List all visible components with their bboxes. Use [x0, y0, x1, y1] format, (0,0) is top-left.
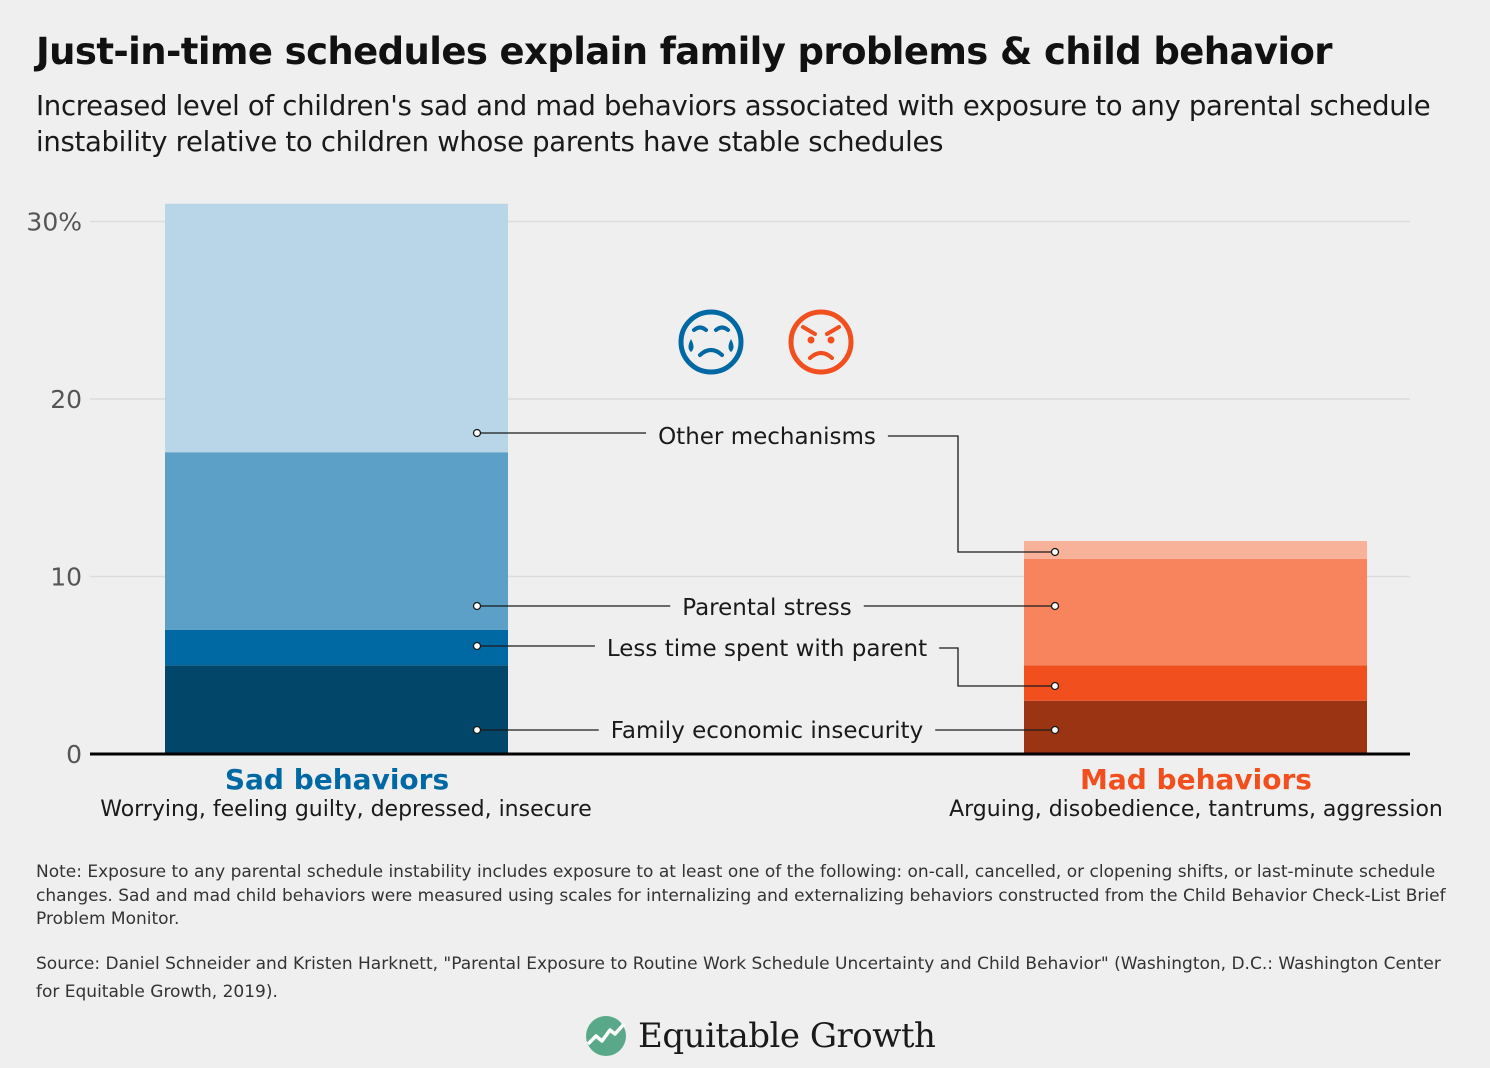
- category-description: Worrying, feeling guilty, depressed, ins…: [100, 797, 592, 822]
- stacked-bar-chart: 0 10 20 30% Family economic insecurity Less …: [26, 203, 1443, 822]
- bar-segment: [1024, 665, 1367, 701]
- bar-segment: [1024, 541, 1367, 559]
- annotation-label: Less time spent with parent: [607, 636, 927, 662]
- equitable-growth-logo: Equitable Growth: [584, 1014, 936, 1058]
- annotation-label: Parental stress: [682, 595, 852, 621]
- bar-segment: [165, 452, 508, 630]
- bar-segment: [1024, 558, 1367, 666]
- chart-note: Note: Exposure to any parental schedule …: [36, 862, 1446, 929]
- leader-dot: [472, 641, 482, 651]
- chart-title: Just-in-time schedules explain family pr…: [36, 30, 1333, 73]
- bars: [165, 203, 1367, 754]
- growth-leaf-icon: [586, 1016, 626, 1056]
- leader-line: [887, 435, 1055, 553]
- y-tick-label: 0: [66, 740, 82, 769]
- annotation-label: Other mechanisms: [658, 424, 876, 450]
- leader-line: [939, 647, 1055, 687]
- bar-segment: [165, 203, 508, 453]
- angry-face-icon: [788, 309, 854, 375]
- annotation-label: Family economic insecurity: [611, 718, 923, 744]
- leader-dot: [1050, 681, 1060, 691]
- leader-dot: [472, 725, 482, 735]
- y-tick-label: 10: [50, 563, 82, 592]
- chart-subtitle: Increased level of children's sad and ma…: [36, 90, 1431, 158]
- crying-face-icon: [678, 309, 744, 375]
- logo-wordmark: Equitable Growth: [638, 1016, 936, 1056]
- leader-dot: [472, 428, 482, 438]
- series-annotations: Family economic insecurity Less time spen…: [472, 424, 1060, 744]
- leader-dot: [1050, 725, 1060, 735]
- bar-segment: [165, 629, 508, 666]
- bar-segment: [165, 665, 508, 754]
- bar-segment: [1024, 700, 1367, 754]
- y-tick-label: 20: [50, 385, 82, 414]
- category-name: Sad behaviors: [225, 763, 449, 796]
- category-description: Arguing, disobedience, tantrums, aggress…: [949, 797, 1443, 822]
- category-name: Mad behaviors: [1080, 763, 1312, 796]
- y-tick-label: 30%: [26, 208, 82, 237]
- leader-dot: [1050, 547, 1060, 557]
- leader-dot: [1050, 601, 1060, 611]
- chart-source: Source: Daniel Schneider and Kristen Har…: [36, 954, 1441, 1002]
- leader-dot: [472, 601, 482, 611]
- y-axis: 0 10 20 30%: [26, 208, 82, 770]
